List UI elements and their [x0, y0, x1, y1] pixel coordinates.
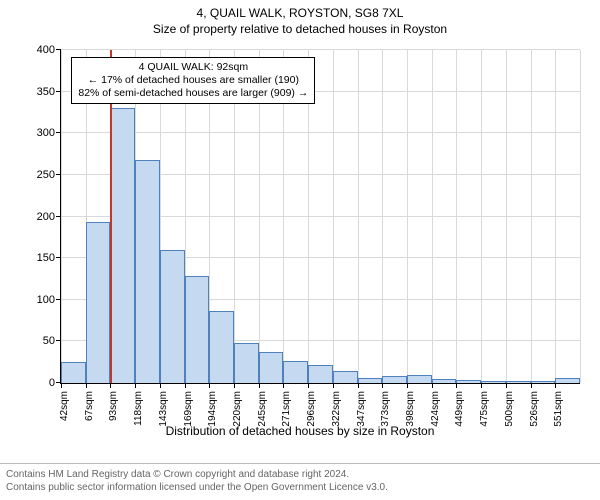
xtick-mark	[259, 383, 260, 388]
xtick-mark	[531, 383, 532, 388]
xtick-mark	[456, 383, 457, 388]
xtick-mark	[160, 383, 161, 388]
ytick-label: 350	[37, 86, 55, 98]
ytick-label: 150	[37, 252, 55, 264]
histogram-bar	[333, 371, 358, 383]
xtick-mark	[308, 383, 309, 388]
info-box-line1: 4 QUAIL WALK: 92sqm	[78, 61, 308, 74]
xtick-label: 118sqm	[133, 391, 144, 426]
gridline-v	[481, 50, 482, 383]
histogram-bar	[456, 380, 481, 383]
chart-container: Number of detached properties 0501001502…	[0, 40, 600, 444]
histogram-bar	[185, 276, 210, 383]
xtick-label: 373sqm	[380, 391, 391, 427]
gridline-h	[61, 132, 580, 133]
gridline-v	[61, 50, 62, 383]
info-box-line2: ← 17% of detached houses are smaller (19…	[78, 74, 308, 87]
xtick-mark	[61, 383, 62, 388]
xtick-label: 322sqm	[331, 391, 342, 427]
xtick-label: 143sqm	[158, 391, 169, 427]
histogram-bar	[531, 381, 556, 383]
histogram-bar	[358, 378, 383, 383]
gridline-v	[382, 50, 383, 383]
xtick-mark	[382, 383, 383, 388]
histogram-bar	[555, 378, 580, 383]
xtick-mark	[481, 383, 482, 388]
xtick-mark	[86, 383, 87, 388]
histogram-bar	[209, 311, 234, 383]
xtick-mark	[185, 383, 186, 388]
histogram-bar	[283, 361, 308, 383]
xtick-label: 271sqm	[281, 391, 292, 427]
xtick-mark	[555, 383, 556, 388]
footer-line2: Contains public sector information licen…	[6, 481, 594, 494]
histogram-bar	[481, 381, 506, 383]
xtick-label: 526sqm	[529, 391, 540, 427]
gridline-v	[456, 50, 457, 383]
histogram-bar	[86, 222, 111, 383]
xtick-mark	[234, 383, 235, 388]
xtick-mark	[506, 383, 507, 388]
gridline-v	[580, 50, 581, 383]
xtick-label: 475sqm	[479, 391, 490, 427]
xtick-label: 347sqm	[356, 391, 367, 427]
x-axis-label: Distribution of detached houses by size …	[0, 424, 600, 438]
xtick-label: 424sqm	[430, 391, 441, 427]
ytick-label: 300	[37, 127, 55, 139]
gridline-v	[506, 50, 507, 383]
histogram-bar	[259, 352, 284, 383]
footer-line1: Contains HM Land Registry data © Crown c…	[6, 468, 594, 481]
histogram-bar	[382, 376, 407, 383]
histogram-bar	[160, 250, 185, 383]
gridline-h	[61, 49, 580, 50]
xtick-mark	[407, 383, 408, 388]
page-title-sub: Size of property relative to detached ho…	[0, 20, 600, 38]
histogram-bar	[432, 379, 457, 383]
xtick-label: 67sqm	[84, 391, 95, 421]
xtick-mark	[283, 383, 284, 388]
ytick-label: 0	[49, 377, 55, 389]
xtick-label: 42sqm	[59, 391, 70, 421]
xtick-mark	[110, 383, 111, 388]
ytick-label: 200	[37, 211, 55, 223]
xtick-label: 500sqm	[504, 391, 515, 427]
histogram-bar	[308, 365, 333, 383]
ytick-label: 400	[37, 44, 55, 56]
xtick-mark	[432, 383, 433, 388]
gridline-v	[432, 50, 433, 383]
xtick-label: 449sqm	[454, 391, 465, 427]
plot-area: 05010015020025030035040042sqm67sqm93sqm1…	[60, 50, 580, 384]
histogram-bar	[506, 381, 531, 383]
histogram-bar	[234, 343, 259, 383]
xtick-mark	[333, 383, 334, 388]
gridline-v	[555, 50, 556, 383]
xtick-label: 220sqm	[232, 391, 243, 427]
histogram-bar	[135, 160, 160, 383]
ytick-label: 100	[37, 294, 55, 306]
xtick-mark	[209, 383, 210, 388]
xtick-label: 93sqm	[108, 391, 119, 421]
info-box: 4 QUAIL WALK: 92sqm ← 17% of detached ho…	[71, 57, 315, 104]
histogram-bar	[110, 108, 135, 383]
xtick-mark	[135, 383, 136, 388]
page-title-address: 4, QUAIL WALK, ROYSTON, SG8 7XL	[0, 0, 600, 20]
gridline-v	[358, 50, 359, 383]
y-axis-label-container: Number of detached properties	[0, 40, 24, 384]
xtick-label: 194sqm	[207, 391, 218, 427]
info-box-line3: 82% of semi-detached houses are larger (…	[78, 87, 308, 100]
ytick-label: 50	[43, 335, 55, 347]
gridline-v	[531, 50, 532, 383]
ytick-label: 250	[37, 169, 55, 181]
xtick-label: 551sqm	[553, 391, 564, 427]
xtick-label: 398sqm	[405, 391, 416, 427]
gridline-v	[407, 50, 408, 383]
histogram-bar	[407, 375, 432, 383]
xtick-mark	[358, 383, 359, 388]
xtick-label: 296sqm	[306, 391, 317, 427]
xtick-label: 245sqm	[257, 391, 268, 427]
gridline-v	[333, 50, 334, 383]
xtick-label: 169sqm	[183, 391, 194, 427]
footer-attribution: Contains HM Land Registry data © Crown c…	[0, 463, 600, 500]
histogram-bar	[61, 362, 86, 383]
